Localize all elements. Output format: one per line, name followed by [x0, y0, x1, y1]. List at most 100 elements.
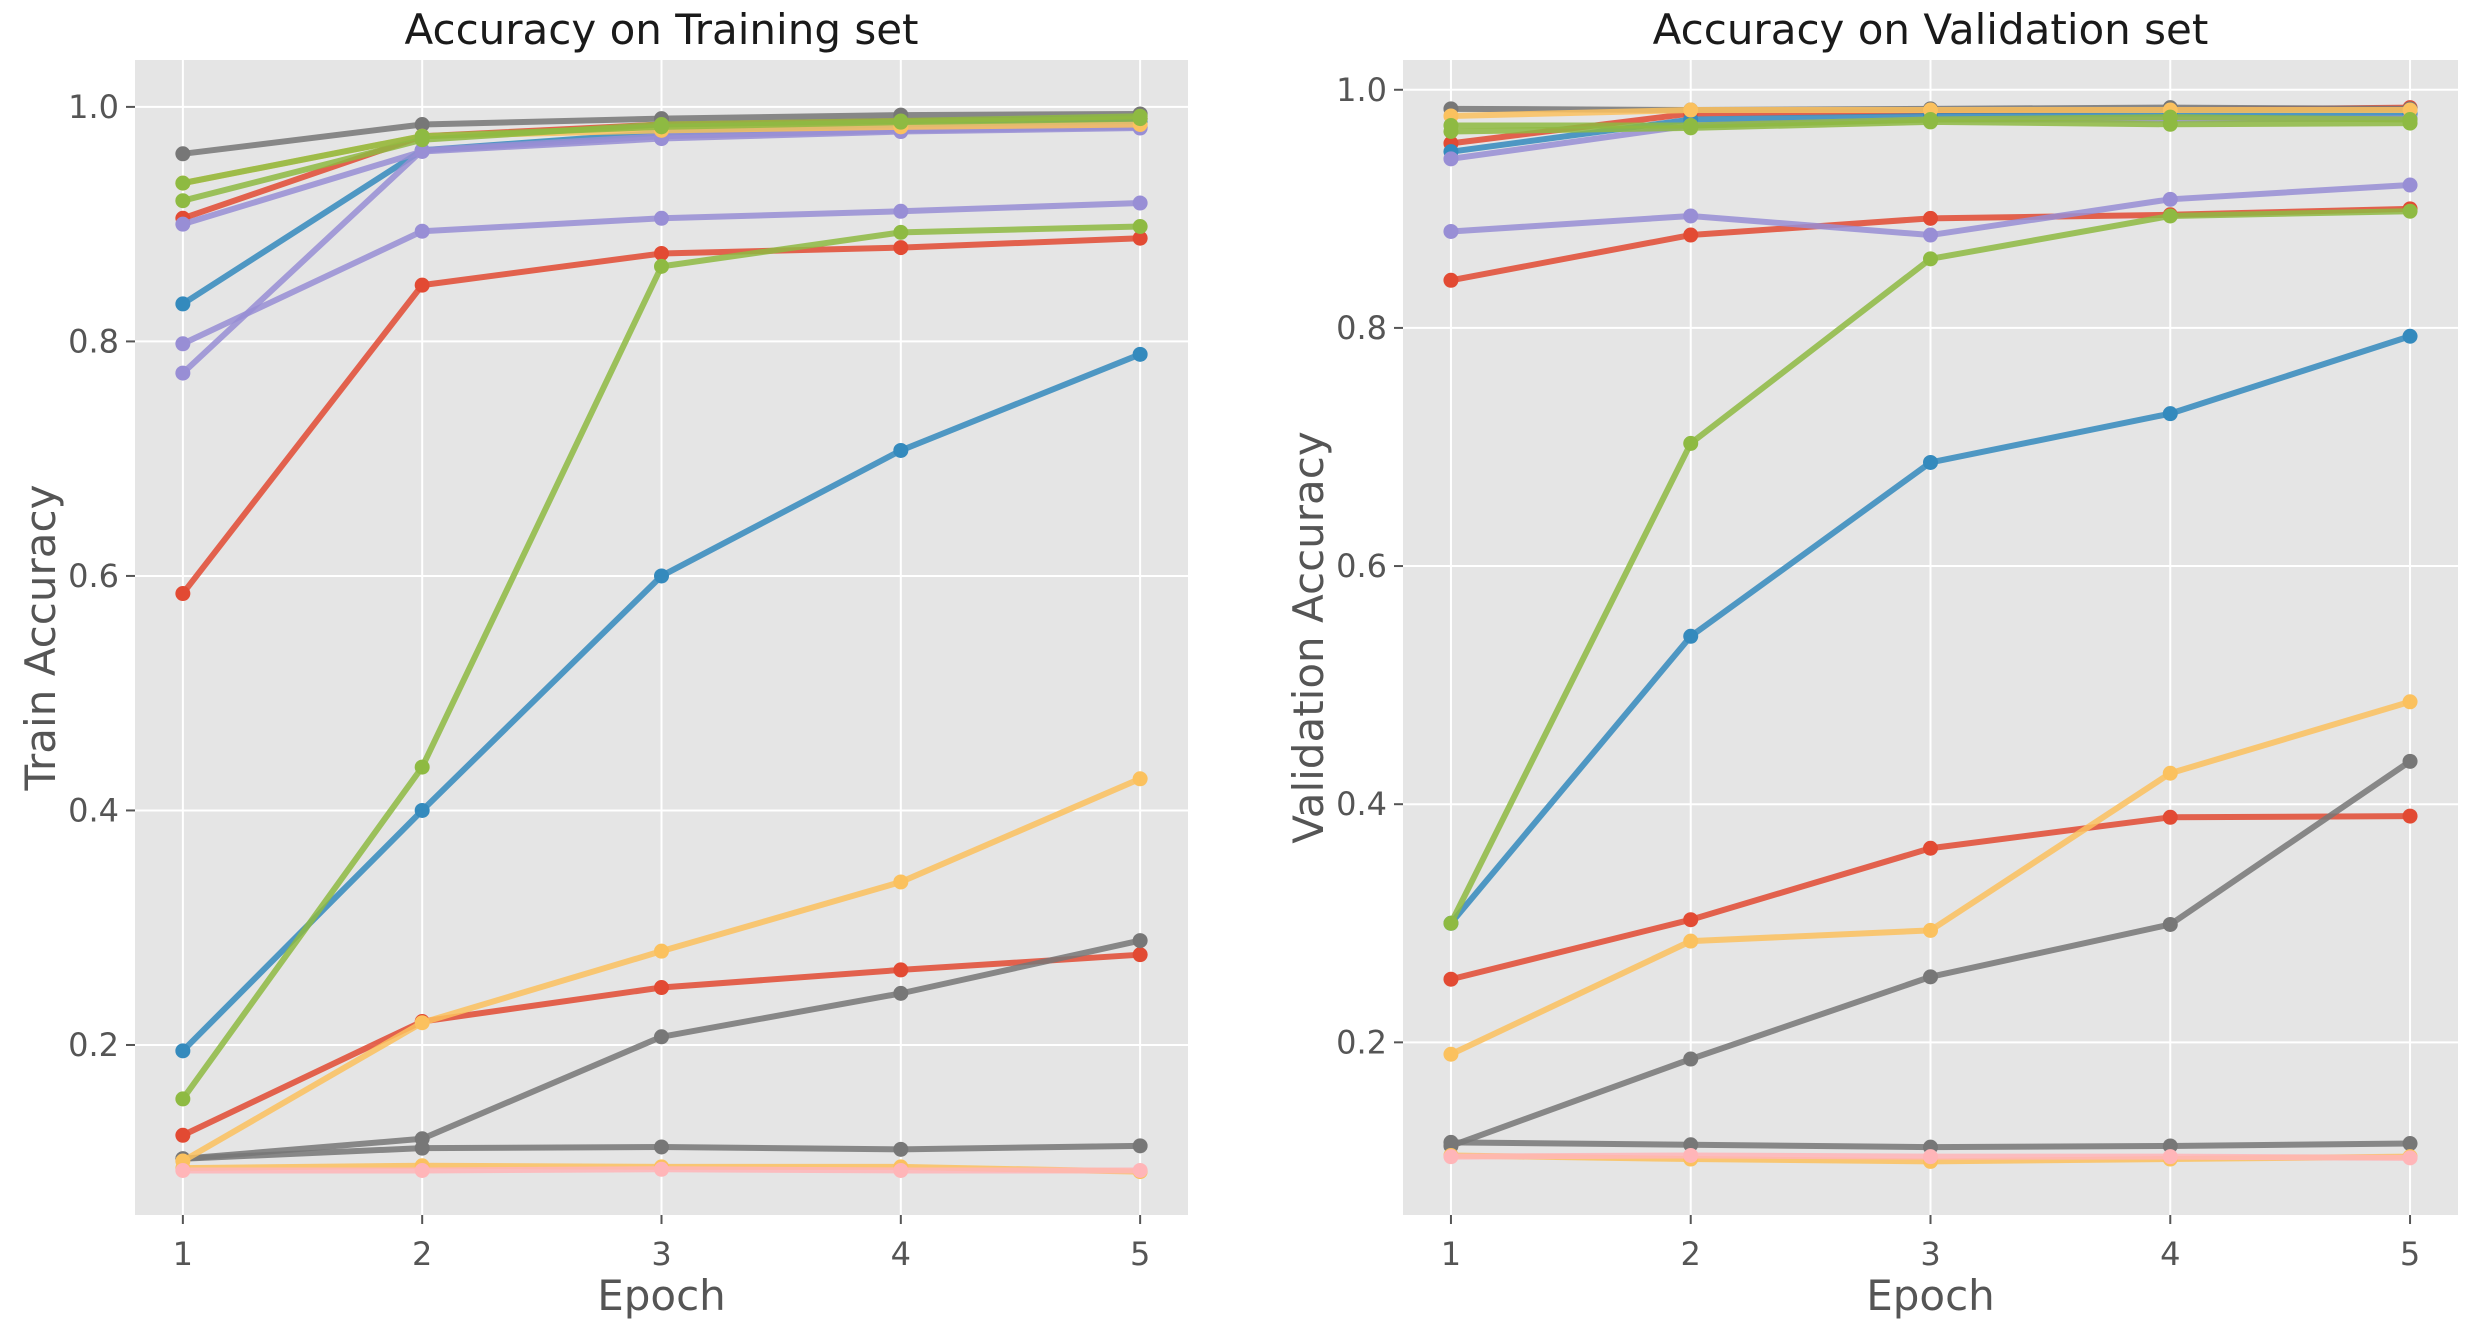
- data-point: [1132, 230, 1148, 246]
- data-point: [2402, 112, 2418, 128]
- series-group: [175, 106, 1148, 1180]
- x-tick-label: 5: [2400, 1235, 2420, 1273]
- data-point: [1683, 227, 1699, 243]
- x-axis-label: Epoch: [597, 1271, 726, 1320]
- data-point: [2162, 191, 2178, 207]
- data-point: [654, 943, 669, 959]
- data-point: [1683, 1137, 1699, 1153]
- data-point: [1132, 346, 1148, 362]
- data-point: [2162, 208, 2178, 224]
- data-point: [654, 258, 669, 274]
- y-tick-label: 1.0: [68, 88, 119, 126]
- data-point: [175, 216, 191, 232]
- x-tick-label: 2: [412, 1235, 432, 1273]
- data-point: [1683, 1051, 1699, 1067]
- data-point: [2402, 203, 2418, 219]
- data-point: [1443, 151, 1459, 167]
- data-point: [1443, 915, 1459, 931]
- x-axis-ticks: 1 2 3 4 5: [173, 1215, 1150, 1273]
- chart-title: Accuracy on Validation set: [1653, 5, 2209, 54]
- data-point: [893, 985, 909, 1001]
- y-tick-label: 0.6: [68, 557, 119, 595]
- data-point: [2162, 916, 2178, 932]
- data-point: [2402, 694, 2418, 710]
- data-point: [2162, 406, 2178, 422]
- y-tick-label: 0.2: [1336, 1023, 1387, 1061]
- data-point: [1923, 227, 1938, 243]
- data-point: [1683, 117, 1699, 133]
- data-point: [414, 223, 430, 239]
- data-point: [1683, 628, 1699, 644]
- data-point: [654, 245, 669, 261]
- data-point: [414, 1015, 430, 1031]
- data-point: [2402, 328, 2418, 344]
- data-point: [1132, 947, 1148, 963]
- data-point: [1132, 1162, 1148, 1178]
- data-point: [175, 1127, 191, 1143]
- data-point: [1923, 840, 1938, 856]
- training-accuracy-chart: 0.2 0.4 0.6 0.8 1.0 1 2 3 4 5 Accuracy on Training…: [16, 5, 1188, 1320]
- data-point: [1683, 912, 1699, 928]
- data-point: [654, 210, 669, 226]
- data-point: [1443, 1134, 1459, 1150]
- x-tick-label: 1: [173, 1235, 193, 1273]
- data-point: [893, 114, 909, 130]
- y-tick-label: 0.8: [1336, 309, 1387, 347]
- data-point: [1132, 933, 1148, 949]
- data-point: [1132, 219, 1148, 235]
- data-point: [654, 1029, 669, 1045]
- data-point: [2162, 1138, 2178, 1154]
- y-axis-ticks: 0.2 0.4 0.6 0.8 1.0: [1336, 71, 1403, 1061]
- data-point: [654, 1161, 669, 1177]
- y-tick-label: 0.2: [68, 1026, 119, 1064]
- data-point: [1683, 1147, 1699, 1163]
- x-tick-label: 4: [891, 1235, 911, 1273]
- data-point: [1923, 969, 1938, 985]
- data-point: [893, 442, 909, 458]
- data-point: [893, 1141, 909, 1157]
- data-point: [414, 1162, 430, 1178]
- data-point: [2402, 177, 2418, 193]
- data-point: [2402, 1136, 2418, 1152]
- x-tick-label: 5: [1130, 1235, 1150, 1273]
- data-point: [175, 336, 191, 352]
- data-point: [175, 1162, 191, 1178]
- y-axis-label: Train Accuracy: [16, 485, 65, 792]
- data-point: [1443, 1149, 1459, 1165]
- data-point: [1132, 111, 1148, 127]
- x-tick-label: 3: [1920, 1235, 1940, 1273]
- x-tick-label: 1: [1441, 1235, 1461, 1273]
- data-point: [893, 224, 909, 240]
- y-tick-label: 0.6: [1336, 547, 1387, 585]
- data-point: [1132, 1138, 1148, 1154]
- data-point: [1683, 102, 1699, 118]
- data-point: [1923, 112, 1938, 128]
- data-point: [893, 1162, 909, 1178]
- data-point: [414, 759, 430, 775]
- data-point: [1923, 251, 1938, 267]
- data-point: [175, 146, 191, 162]
- data-point: [2162, 1149, 2178, 1165]
- data-point: [175, 296, 191, 312]
- data-point: [1132, 771, 1148, 787]
- series-group: [1443, 100, 2418, 1169]
- data-point: [1923, 922, 1938, 938]
- chart-title: Accuracy on Training set: [404, 5, 918, 54]
- data-point: [414, 277, 430, 293]
- data-point: [893, 240, 909, 256]
- data-point: [175, 175, 191, 191]
- data-point: [654, 1139, 669, 1155]
- data-point: [414, 802, 430, 818]
- y-tick-label: 0.4: [68, 791, 119, 829]
- y-tick-label: 1.0: [1336, 71, 1387, 109]
- data-point: [2402, 1150, 2418, 1166]
- data-point: [893, 874, 909, 890]
- data-point: [2402, 753, 2418, 769]
- gridlines: [1403, 60, 2458, 1215]
- data-point: [414, 1140, 430, 1156]
- data-point: [893, 203, 909, 219]
- validation-accuracy-chart: 0.2 0.4 0.6 0.8 1.0 1 2 3 4 5 Accuracy on Validati…: [1284, 5, 2458, 1320]
- data-point: [1443, 272, 1459, 288]
- x-tick-label: 4: [2160, 1235, 2180, 1273]
